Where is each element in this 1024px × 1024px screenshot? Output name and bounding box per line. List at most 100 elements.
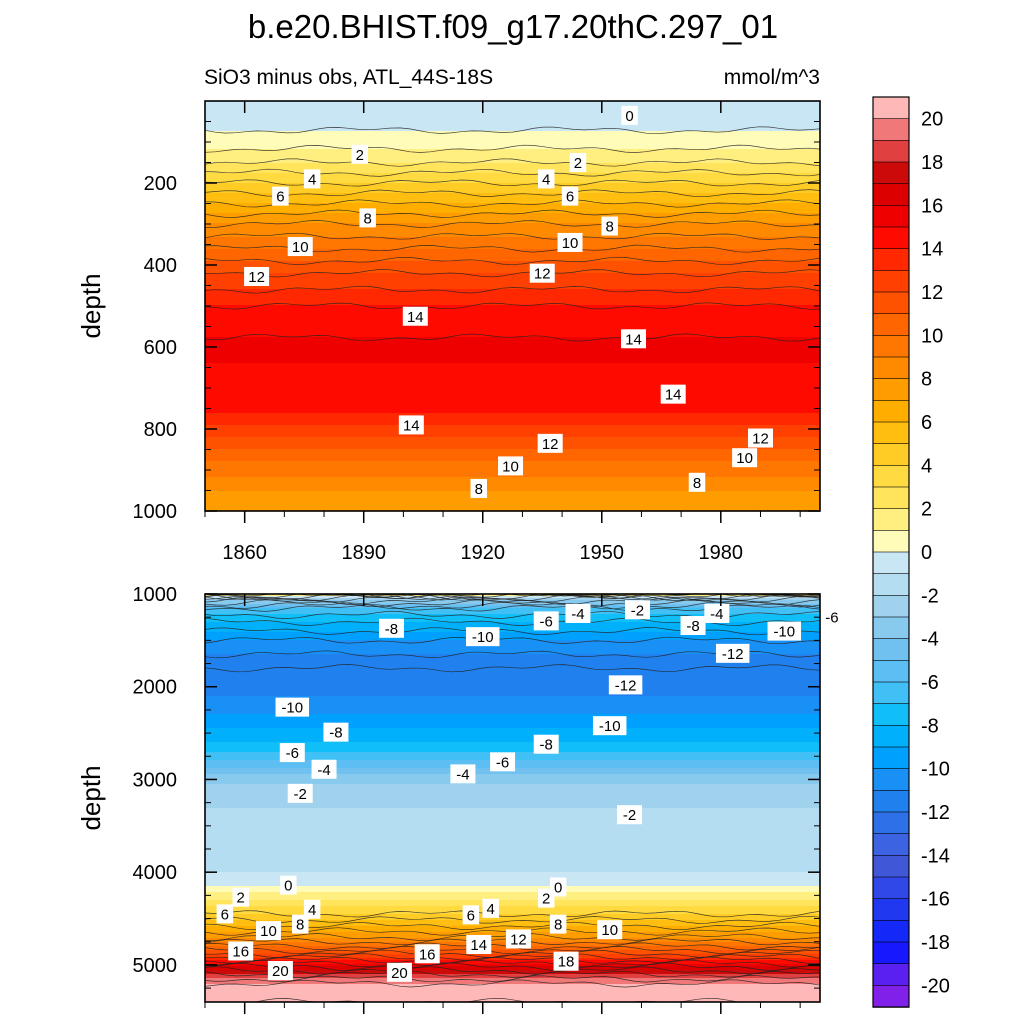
contour-label: -8 — [378, 618, 404, 638]
contour-label: 10 — [732, 448, 758, 468]
contour-label: -4 — [450, 764, 476, 784]
contour-label: 8 — [470, 478, 488, 498]
contour-band — [205, 734, 820, 737]
colorbar-box — [872, 291, 910, 315]
colorbar-box — [872, 421, 910, 445]
contour-band — [205, 329, 820, 332]
contour-band — [205, 413, 820, 416]
contour-band — [205, 830, 820, 833]
contour-band — [205, 381, 820, 384]
contour-label-box — [402, 306, 428, 326]
lower-y-axis-title: depth — [76, 765, 106, 830]
colorbar-label: 18 — [921, 152, 943, 174]
contour-label-text: -8 — [686, 618, 699, 635]
contour-band — [205, 297, 820, 300]
contour-band — [205, 856, 820, 859]
colorbar-box — [872, 248, 910, 272]
contour-band — [205, 263, 820, 266]
contour-band — [205, 231, 820, 234]
contour-band — [205, 686, 820, 689]
contour-band — [205, 435, 820, 438]
y-tick-label: 800 — [144, 419, 177, 441]
colorbar-box — [872, 551, 910, 575]
contour-label-box — [359, 208, 376, 228]
contour-band — [205, 688, 820, 691]
contour-band — [205, 123, 820, 126]
contour-label: -10 — [275, 697, 310, 717]
contour-band — [205, 481, 820, 484]
contour-label-text: -6 — [540, 613, 553, 630]
contour-band — [205, 802, 820, 805]
chart-subtitle: SiO3 minus obs, ATL_44S-18S — [204, 66, 493, 89]
colorbar-box — [872, 876, 910, 900]
contour-band — [205, 902, 820, 905]
contour-label: -8 — [533, 734, 559, 754]
contour-band — [205, 377, 820, 380]
contour-band — [205, 351, 820, 354]
contour-band — [205, 393, 820, 396]
contour-label-box — [498, 456, 524, 476]
y-tick-label: 1000 — [133, 584, 178, 606]
contour-band — [205, 806, 820, 809]
contour-label-box — [303, 169, 321, 189]
contour-band — [205, 389, 820, 392]
contour-band — [205, 181, 820, 184]
contour-band — [205, 840, 820, 843]
lower-depth-panel: -8 -10 -6 -4 -2 -8 -4 -12 -10 -6 -12 -10 -10 -8 -8 -6 -6… — [76, 584, 845, 1014]
contour-band — [205, 407, 820, 410]
contour-label-box — [621, 329, 647, 349]
contour-band — [205, 650, 820, 653]
contour-band — [205, 626, 820, 629]
contour-band — [205, 910, 820, 913]
contour-band — [205, 159, 820, 162]
contour-band — [205, 788, 820, 791]
colorbar-label: 10 — [921, 325, 943, 347]
contour-band — [205, 437, 820, 440]
contour-label: -4 — [311, 759, 337, 779]
contour-label-box — [287, 237, 313, 257]
colorbar-box — [872, 963, 910, 987]
contour-band — [205, 700, 820, 703]
contour-label-box — [680, 616, 706, 636]
contour-band — [205, 948, 820, 951]
contour-label-text: 6 — [221, 906, 229, 923]
contour-band — [205, 800, 820, 803]
contour-band — [205, 604, 820, 607]
y-tick-label: 2000 — [133, 677, 178, 699]
colorbar-box — [872, 443, 910, 467]
contour-band — [205, 179, 820, 182]
contour-band — [205, 728, 820, 731]
contour-label: 10 — [498, 456, 524, 476]
contour-label-text: 0 — [284, 878, 292, 895]
contour-label-box — [704, 603, 730, 623]
contour-line — [205, 189, 820, 198]
contour-band — [205, 403, 820, 406]
x-tick-label: 1890 — [341, 542, 386, 564]
contour-band — [205, 778, 820, 781]
contour-band — [205, 397, 820, 400]
contour-label-text: -6 — [286, 745, 299, 762]
contour-label: -10 — [767, 621, 802, 641]
contour-band — [205, 822, 820, 825]
contour-band — [205, 493, 820, 496]
contour-label-box — [291, 914, 309, 934]
contour-label-text: 12 — [248, 269, 265, 286]
contour-label-box — [537, 433, 563, 453]
contour-band — [205, 101, 820, 104]
contour-label-box — [228, 941, 254, 961]
contour-band — [205, 974, 820, 977]
contour-label-text: -4 — [710, 606, 723, 623]
contour-band — [205, 994, 820, 997]
contour-label-text: 8 — [606, 219, 614, 236]
contour-band — [205, 776, 820, 779]
contour-band — [205, 662, 820, 665]
contour-label: -6 — [819, 607, 845, 627]
colorbar-box — [872, 378, 910, 402]
contour-band — [205, 445, 820, 448]
contour-band — [205, 249, 820, 252]
contour-label-box — [386, 962, 412, 982]
contour-band — [205, 984, 820, 987]
chart-title: b.e20.BHIST.f09_g17.20thC.297_01 — [248, 8, 778, 45]
contour-band — [205, 894, 820, 897]
